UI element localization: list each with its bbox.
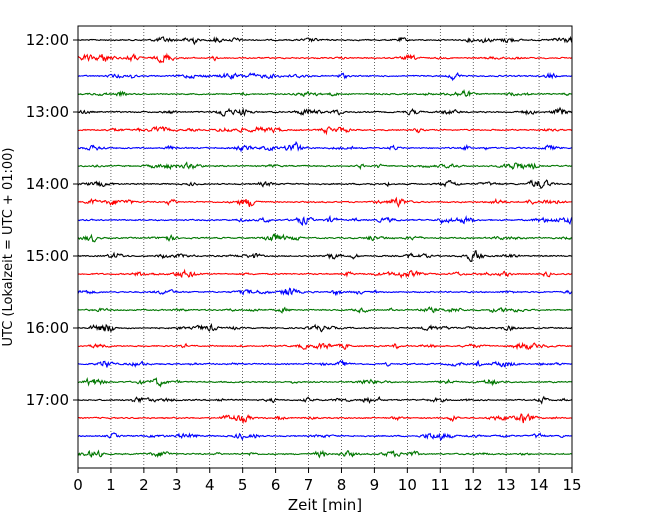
x-tick-label: 15	[562, 476, 581, 494]
x-tick-label: 3	[172, 476, 182, 494]
seismic-trace	[77, 413, 573, 425]
trace-group	[77, 35, 573, 459]
y-tick-label: 16:00	[26, 319, 69, 337]
seismic-trace	[77, 432, 573, 441]
seismic-trace	[77, 449, 573, 459]
seismic-trace	[77, 323, 573, 333]
seismic-trace	[77, 88, 573, 98]
seismic-trace	[77, 179, 573, 190]
x-tick-label: 2	[139, 476, 149, 494]
x-axis-ticks: 0 1 2 3 4 5 6 7 8 9 10 11 12 13 14 15	[73, 468, 582, 494]
seismic-trace	[77, 377, 573, 388]
seismic-trace	[77, 359, 573, 368]
x-tick-label: 0	[73, 476, 83, 494]
x-tick-label: 14	[530, 476, 549, 494]
seismic-trace	[77, 233, 573, 243]
x-tick-label: 4	[205, 476, 215, 494]
seismic-trace	[77, 287, 573, 297]
seismic-trace	[77, 268, 573, 279]
x-tick-label: 1	[106, 476, 116, 494]
seismic-trace	[77, 250, 573, 263]
seismic-trace	[77, 52, 573, 64]
x-tick-label: 10	[398, 476, 417, 494]
x-tick-label: 6	[271, 476, 281, 494]
seismic-trace	[77, 35, 573, 46]
seismic-trace	[77, 306, 573, 314]
y-axis-label: UTC (Lokalzeit = UTC + 01:00)	[1, 148, 16, 347]
seismic-trace	[77, 125, 573, 136]
x-tick-label: 13	[497, 476, 516, 494]
plot-frame	[77, 25, 573, 469]
x-tick-label: 8	[337, 476, 347, 494]
seismic-trace	[77, 106, 573, 117]
plot-background	[78, 26, 572, 468]
seismic-trace	[77, 395, 573, 405]
x-tick-label: 11	[431, 476, 450, 494]
x-tick-label: 12	[464, 476, 483, 494]
x-tick-label: 9	[370, 476, 380, 494]
seismic-trace	[77, 341, 573, 351]
seismic-trace	[77, 161, 573, 171]
x-tick-label: 7	[304, 476, 314, 494]
y-tick-label: 15:00	[26, 247, 69, 265]
y-tick-label: 13:00	[26, 103, 69, 121]
seismic-trace	[77, 141, 573, 153]
y-tick-label: 14:00	[26, 175, 69, 193]
y-axis-ticks: 12:00 13:00 14:00 15:00 16:00 17:00	[26, 31, 78, 409]
seismic-trace	[77, 214, 573, 227]
seismic-trace	[77, 196, 573, 209]
seismic-trace	[77, 71, 573, 82]
y-tick-label: 17:00	[26, 391, 69, 409]
y-tick-label: 12:00	[26, 31, 69, 49]
x-tick-label: 5	[238, 476, 248, 494]
x-axis-label: Zeit [min]	[288, 496, 362, 514]
